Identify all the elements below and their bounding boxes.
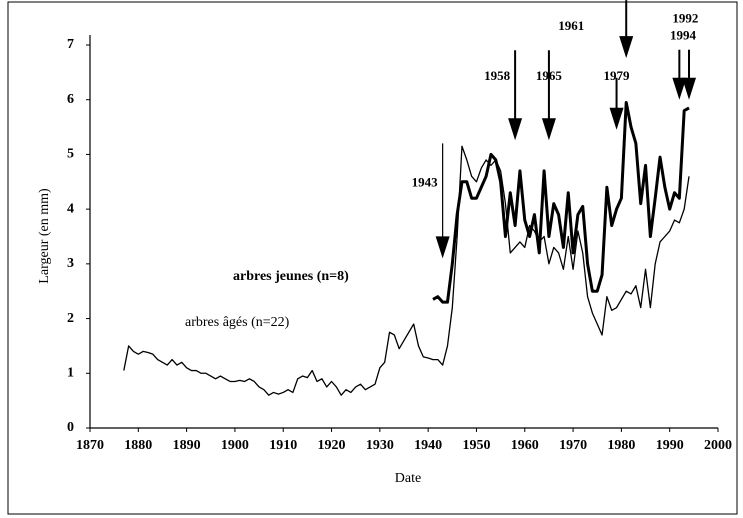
annotation-arrowhead (609, 107, 624, 130)
y-tick-label: 0 (67, 420, 74, 435)
annotation-label: 1943 (412, 174, 439, 189)
y-tick-label: 5 (67, 147, 74, 162)
annotation-arrowhead (435, 236, 450, 259)
x-tick-label: 1980 (607, 438, 635, 453)
annotation-label: 1994 (670, 28, 697, 43)
annotation-arrowhead (682, 77, 697, 100)
annotation-arrowhead (619, 36, 634, 59)
y-tick-label: 7 (67, 37, 74, 52)
y-tick-label: 1 (67, 366, 74, 381)
x-tick-label: 1920 (318, 438, 346, 453)
x-tick-label: 1890 (173, 438, 201, 453)
annotation-label: 1965 (536, 68, 563, 83)
frame (7, 1, 738, 515)
y-tick-label: 6 (67, 92, 74, 107)
annotation-arrowhead (541, 118, 556, 141)
annotation-arrowhead (672, 77, 687, 100)
x-tick-label: 2000 (704, 438, 732, 453)
x-tick-label: 1930 (366, 438, 394, 453)
series-label: arbres jeunes (n=8) (233, 269, 349, 284)
annotation-arrowhead (508, 118, 523, 141)
y-axis-label: Largeur (en mm) (37, 188, 52, 284)
x-tick-label: 1900 (221, 438, 249, 453)
series-label: arbres âgés (n=22) (185, 315, 290, 330)
annotation-label: 1979 (604, 68, 631, 83)
x-axis-label: Date (395, 471, 421, 486)
annotation-label: 1961 (558, 18, 584, 33)
x-tick-label: 1910 (269, 438, 297, 453)
annotation-label: 1958 (484, 68, 511, 83)
x-tick-label: 1990 (656, 438, 684, 453)
x-tick-label: 1880 (124, 438, 152, 453)
x-tick-label: 1940 (414, 438, 442, 453)
x-tick-label: 1970 (559, 438, 587, 453)
series-line (432, 100, 690, 304)
series-line (123, 145, 690, 396)
x-tick-label: 1960 (511, 438, 539, 453)
y-tick-label: 3 (67, 256, 74, 271)
annotation-label: 1992 (672, 11, 698, 26)
y-tick-label: 4 (67, 201, 74, 216)
x-tick-label: 1950 (462, 438, 490, 453)
x-tick-label: 1870 (76, 438, 104, 453)
y-tick-label: 2 (67, 311, 74, 326)
